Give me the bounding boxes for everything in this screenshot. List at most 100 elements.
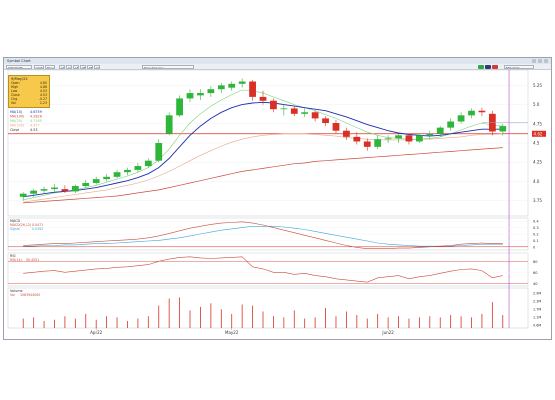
price-y-tick: 4.0 bbox=[533, 179, 540, 184]
price-legend-name: MA(10) bbox=[10, 110, 23, 114]
candle-body bbox=[270, 100, 277, 110]
chart-canvas[interactable]: 5.25 5.0 4.75 4.5 4.25 4.0 3.75 4.62 MA(10) 4.675… bbox=[4, 58, 551, 339]
market-data-button[interactable]: Mkt Data bbox=[504, 64, 534, 69]
candle-body bbox=[155, 143, 163, 161]
price-legend-name: MA(200) bbox=[10, 124, 25, 128]
x-tick-label: May22 bbox=[225, 330, 239, 335]
volume-legend-value: 1083944000 bbox=[20, 293, 40, 297]
info-row: Chg -0.27 bbox=[11, 97, 47, 101]
candle-body bbox=[19, 193, 27, 197]
maximize-icon[interactable] bbox=[538, 59, 542, 63]
candle-body bbox=[207, 89, 215, 94]
candle-body bbox=[332, 123, 340, 131]
toolbar-button-2[interactable]: Prev bbox=[45, 64, 55, 69]
candle-body bbox=[124, 169, 131, 173]
candle-body bbox=[280, 108, 288, 110]
candle-body bbox=[363, 141, 371, 147]
info-row: Close 4.53 bbox=[11, 93, 47, 97]
rsi-y-tick: 40 bbox=[533, 282, 538, 286]
rsi-line bbox=[23, 256, 503, 283]
macd-legend-name: MACD(26,12) bbox=[10, 223, 31, 227]
candle-body bbox=[197, 93, 204, 96]
candle-body bbox=[40, 189, 48, 191]
quote-info-box: 9/May/22 Open 4.80 High 4.88 Low 4.53 Close… bbox=[8, 75, 50, 108]
volume-y-tick: 2.3M bbox=[533, 300, 541, 304]
price-y-tick: 3.75 bbox=[533, 198, 542, 203]
window-title: Symbol Chart bbox=[7, 59, 31, 63]
navy-badge-icon[interactable] bbox=[485, 64, 491, 69]
volume-y-tick: 1.7M bbox=[533, 308, 541, 312]
price-legend-name: MA(20) bbox=[10, 119, 23, 123]
info-row: Vol 2.23 bbox=[11, 101, 47, 105]
red-badge-icon[interactable] bbox=[492, 64, 498, 69]
info-row: Low 4.53 bbox=[11, 89, 47, 93]
symbol-field[interactable]: ICE/US/PK bbox=[6, 64, 32, 69]
macd-legend-name: Signal bbox=[10, 227, 20, 231]
candle-body bbox=[238, 81, 246, 84]
price-y-tick: 4.5 bbox=[533, 141, 540, 146]
price-legend-name: Close bbox=[10, 128, 19, 132]
close-icon[interactable] bbox=[544, 59, 548, 63]
candle-body bbox=[249, 81, 256, 97]
candle-body bbox=[353, 136, 361, 142]
candle-body bbox=[259, 96, 267, 101]
candle-body bbox=[374, 139, 382, 147]
price-y-tick: 5.25 bbox=[533, 83, 542, 88]
minimize-icon[interactable] bbox=[532, 59, 536, 63]
x-tick-label: Apr22 bbox=[90, 330, 102, 335]
candle-body bbox=[457, 115, 465, 122]
macd-y-tick: 0.2 bbox=[533, 233, 539, 237]
price-reference-tag bbox=[532, 130, 546, 137]
price-legend-value: 4.2826 bbox=[30, 115, 42, 119]
candle-body bbox=[176, 98, 183, 116]
volume-title: Volume bbox=[10, 289, 23, 293]
candle-body bbox=[103, 176, 111, 180]
candle-body bbox=[468, 110, 475, 116]
rsi-legend-value: 50.4551 bbox=[26, 258, 39, 262]
timeframe-6m[interactable]: 6M bbox=[87, 64, 93, 69]
green-badge-icon[interactable] bbox=[478, 64, 484, 69]
volume-y-tick: 0.6M bbox=[533, 324, 541, 328]
candle-body bbox=[61, 189, 69, 192]
candle-body bbox=[134, 166, 142, 170]
candle-body bbox=[322, 118, 329, 124]
info-row: High 4.88 bbox=[11, 85, 47, 89]
price-legend-name: MA(100) bbox=[10, 115, 25, 119]
candle-body bbox=[30, 190, 38, 194]
candle-body bbox=[395, 135, 402, 139]
candle-body bbox=[92, 179, 100, 183]
timeframe-3m[interactable]: 3M bbox=[80, 64, 86, 69]
panel-frame-3 bbox=[7, 287, 529, 329]
price-legend-value: 4.477 bbox=[30, 124, 40, 128]
timeframe-1y[interactable]: 1Y bbox=[94, 64, 100, 69]
window-controls bbox=[532, 59, 548, 63]
candle-body bbox=[426, 133, 434, 136]
candle-body bbox=[405, 135, 413, 142]
candle-body bbox=[499, 126, 507, 132]
candle-body bbox=[436, 127, 444, 134]
macd-legend-value: 0.0471 bbox=[32, 223, 43, 227]
toolbar-button-1[interactable]: 10/5 bbox=[34, 64, 44, 69]
candle-body bbox=[488, 113, 496, 132]
macd-legend-value: 0.0392 bbox=[32, 227, 43, 231]
ma-long-line bbox=[23, 147, 503, 204]
chart-style-select[interactable]: Price/Volume bbox=[142, 64, 194, 69]
timeframe-1m[interactable]: 1M bbox=[73, 64, 79, 69]
volume-y-tick: 2.9M bbox=[533, 292, 541, 296]
x-tick-label: Jun22 bbox=[381, 330, 394, 335]
toolbar: ICE/US/PK 10/5 Prev 1D 1W 1M 3M 6M 1Y Pr… bbox=[4, 64, 551, 70]
timeframe-1w[interactable]: 1W bbox=[66, 64, 72, 69]
candle-body bbox=[311, 112, 319, 119]
candle-body bbox=[290, 108, 298, 114]
rsi-y-tick: 60 bbox=[533, 271, 538, 275]
price-reference-label: 4.62 bbox=[534, 131, 543, 136]
rsi-legend-name: RSI(14) bbox=[10, 258, 22, 262]
macd-y-tick: 0.1 bbox=[533, 239, 539, 243]
info-date: 9/May/22 bbox=[11, 76, 28, 81]
chart-window: Symbol Chart ICE/US/PK 10/5 Prev 1D 1W 1… bbox=[3, 57, 552, 340]
rsi-title: RSI bbox=[10, 254, 16, 258]
candle-body bbox=[186, 93, 194, 99]
candle-body bbox=[82, 182, 90, 187]
timeframe-1d[interactable]: 1D bbox=[59, 64, 65, 69]
price-legend-value: 4.53 bbox=[30, 128, 38, 132]
